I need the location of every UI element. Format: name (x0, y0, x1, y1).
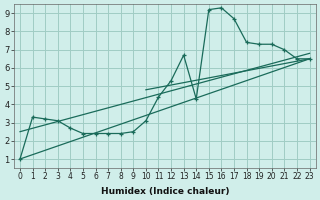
X-axis label: Humidex (Indice chaleur): Humidex (Indice chaleur) (100, 187, 229, 196)
